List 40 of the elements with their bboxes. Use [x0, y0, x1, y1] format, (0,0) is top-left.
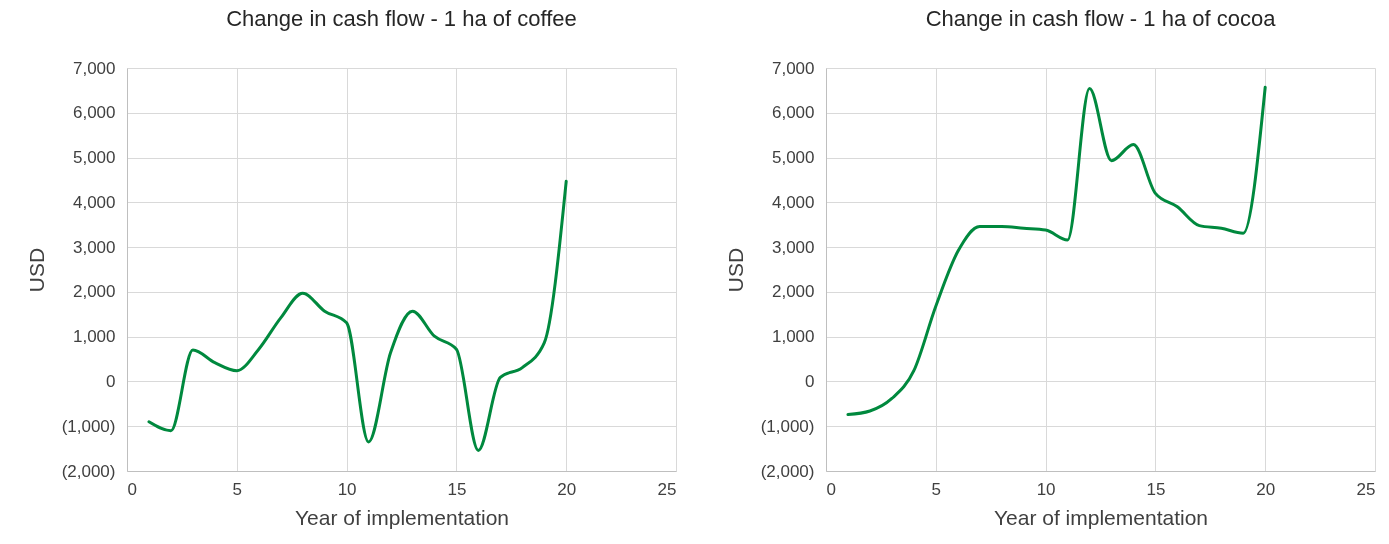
x-axis-title: Year of implementation: [993, 505, 1209, 529]
x-tick-label: 20: [1256, 479, 1276, 499]
x-tick-label: 25: [1356, 479, 1376, 499]
y-axis-title: USD: [24, 247, 48, 293]
y-tick-label: (2,000): [61, 461, 116, 481]
x-tick-label: 0: [826, 479, 836, 499]
y-tick-label: 0: [106, 371, 116, 391]
chart-title: Change in cash flow - 1 ha of coffee: [226, 6, 577, 31]
line-series: [147, 179, 568, 452]
y-tick-label: (1,000): [760, 416, 815, 436]
y-tick-label: (1,000): [61, 416, 116, 436]
y-tick-label: 6,000: [72, 103, 116, 123]
y-tick-label: 5,000: [771, 148, 815, 168]
y-tick-label: 4,000: [771, 192, 815, 212]
y-tick-label: 2,000: [771, 282, 815, 302]
x-tick-label: 10: [1036, 479, 1056, 499]
y-tick-label: 6,000: [771, 103, 815, 123]
y-tick-label: 1,000: [771, 327, 815, 347]
x-tick-label: 10: [337, 479, 357, 499]
x-tick-label: 25: [657, 479, 677, 499]
y-tick-label: 3,000: [771, 237, 815, 257]
y-tick-label: 7,000: [771, 58, 815, 78]
y-tick-label: 2,000: [72, 282, 116, 302]
x-axis-title: Year of implementation: [294, 505, 510, 529]
chart-title: Change in cash flow - 1 ha of cocoa: [925, 6, 1277, 31]
line-series: [846, 85, 1267, 417]
x-tick-label: 5: [931, 479, 942, 499]
y-tick-label: 0: [805, 371, 815, 391]
y-tick-label: 7,000: [72, 58, 116, 78]
x-tick-label: 15: [1146, 479, 1166, 499]
y-tick-label: 4,000: [72, 192, 116, 212]
y-axis-title: USD: [723, 247, 747, 293]
x-tick-label: 5: [232, 479, 243, 499]
x-tick-label: 0: [127, 479, 137, 499]
y-tick-label: 5,000: [72, 148, 116, 168]
y-tick-label: (2,000): [760, 461, 815, 481]
y-tick-label: 1,000: [72, 327, 116, 347]
y-tick-label: 3,000: [72, 237, 116, 257]
x-tick-label: 20: [557, 479, 577, 499]
x-tick-label: 15: [447, 479, 467, 499]
